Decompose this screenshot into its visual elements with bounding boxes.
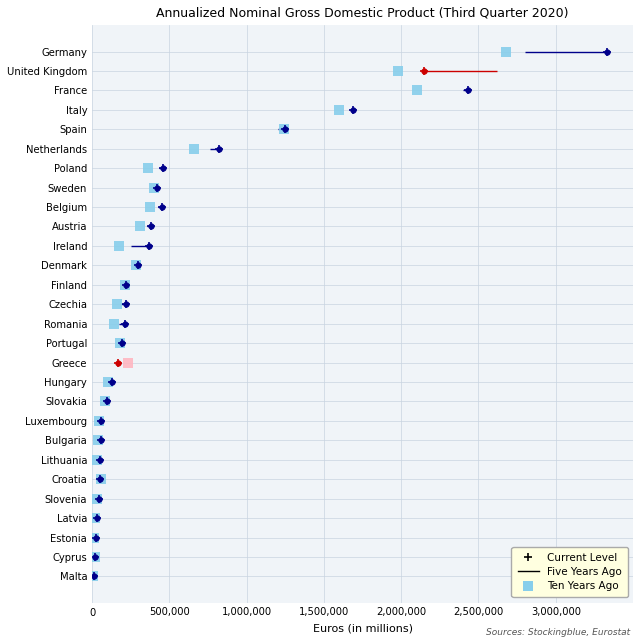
Text: Sources: Stockingblue, Eurostat: Sources: Stockingblue, Eurostat [486,628,630,637]
Legend: Current Level, Five Years Ago, Ten Years Ago: Current Level, Five Years Ago, Ten Years… [511,547,628,597]
X-axis label: Euros (in millions): Euros (in millions) [312,623,413,633]
Title: Annualized Nominal Gross Domestic Product (Third Quarter 2020): Annualized Nominal Gross Domestic Produc… [156,7,569,20]
